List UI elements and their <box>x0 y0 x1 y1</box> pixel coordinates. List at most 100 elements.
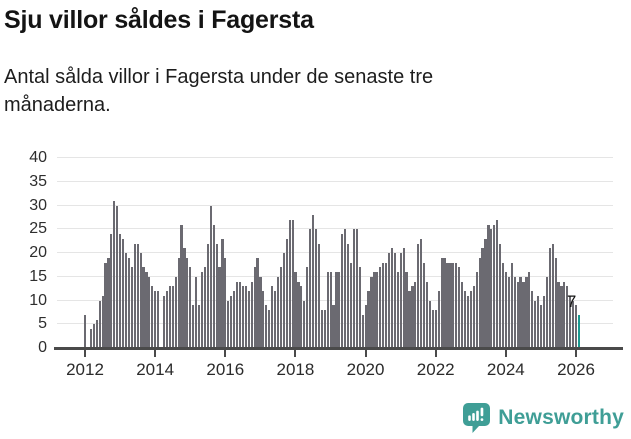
y-axis-label-5: 5 <box>38 315 47 333</box>
bar <box>279 267 282 348</box>
bar <box>411 286 414 348</box>
bar <box>282 253 285 348</box>
bar <box>145 272 148 348</box>
bar <box>317 243 320 348</box>
bar <box>233 291 236 348</box>
bar <box>116 205 119 348</box>
bar <box>314 229 318 348</box>
bar <box>484 238 487 348</box>
bar <box>215 243 218 348</box>
bar <box>271 286 274 348</box>
gridline-30 <box>57 204 613 206</box>
bar <box>238 281 242 348</box>
bar <box>367 291 370 348</box>
bar <box>496 219 499 348</box>
x-axis-label-2020: 2020 <box>346 360 385 379</box>
bar <box>133 243 136 348</box>
bar <box>481 248 484 348</box>
bar <box>168 286 171 348</box>
bar <box>154 291 157 348</box>
bar <box>487 224 490 348</box>
gridline-5 <box>57 323 613 325</box>
bar <box>162 295 166 348</box>
bar <box>387 253 391 348</box>
bar <box>551 243 554 348</box>
bar <box>557 281 560 348</box>
bar <box>434 310 437 348</box>
bar <box>364 305 367 348</box>
bar <box>423 262 426 348</box>
bar <box>507 276 510 348</box>
bar <box>265 305 268 348</box>
bar <box>572 300 575 348</box>
bar <box>402 248 405 348</box>
bar <box>376 272 379 348</box>
newsworthy-logo-icon <box>463 403 491 433</box>
bar <box>244 286 247 348</box>
bar <box>165 291 169 348</box>
gridline-20 <box>57 252 613 253</box>
bar <box>227 300 230 348</box>
bar <box>501 262 505 348</box>
bar <box>157 291 160 348</box>
y-axis-label-35: 35 <box>29 172 47 190</box>
bar <box>469 291 472 348</box>
bar <box>151 286 154 348</box>
bar <box>361 314 364 348</box>
x-axis-label-2012: 2012 <box>66 360 104 379</box>
x-axis-label-2026: 2026 <box>557 360 595 379</box>
bar <box>195 276 198 348</box>
page-title: Sju villor såldes i Fagersta <box>4 6 314 34</box>
bar <box>256 257 259 348</box>
x-axis-tick-2016 <box>224 350 227 357</box>
bar <box>382 262 385 348</box>
bar <box>352 229 356 348</box>
x-axis-tick-2024 <box>504 350 507 357</box>
bar <box>554 257 557 348</box>
bar <box>446 262 449 348</box>
bar <box>95 319 98 348</box>
y-axis-label-40: 40 <box>29 149 47 166</box>
bar <box>519 276 522 348</box>
bar <box>504 272 508 348</box>
bar <box>320 310 323 348</box>
bar <box>513 276 516 348</box>
bar <box>291 219 294 348</box>
y-axis-label-0: 0 <box>38 339 47 356</box>
bar <box>510 262 513 348</box>
bar <box>92 324 95 348</box>
gridline-15 <box>57 275 613 277</box>
bar <box>189 267 192 348</box>
y-axis-label-15: 15 <box>29 267 47 285</box>
gridline-25 <box>57 228 613 230</box>
bar <box>431 310 434 348</box>
bar <box>443 257 446 348</box>
bar <box>338 272 341 348</box>
bar <box>221 238 224 348</box>
gridline-40 <box>57 157 613 158</box>
bar <box>393 253 396 348</box>
bar <box>545 276 548 348</box>
x-axis-tick-2012 <box>84 350 86 357</box>
bar <box>344 229 347 348</box>
bar <box>136 243 139 348</box>
bar <box>466 295 470 348</box>
bar <box>563 281 566 348</box>
bar <box>311 215 315 348</box>
bar <box>306 267 309 348</box>
bar <box>355 229 358 348</box>
newsworthy-brand: Newsworthy <box>463 403 624 433</box>
bar <box>235 281 239 348</box>
bar <box>276 276 280 348</box>
x-axis-tick-2020 <box>364 350 367 357</box>
bar <box>420 238 423 348</box>
bar <box>414 281 417 348</box>
bar <box>119 234 122 348</box>
x-axis-label-2016: 2016 <box>206 360 245 379</box>
bar <box>259 276 262 348</box>
bar <box>127 257 131 348</box>
x-axis-label-2018: 2018 <box>276 360 315 379</box>
bar <box>212 224 215 348</box>
bar <box>539 305 543 348</box>
